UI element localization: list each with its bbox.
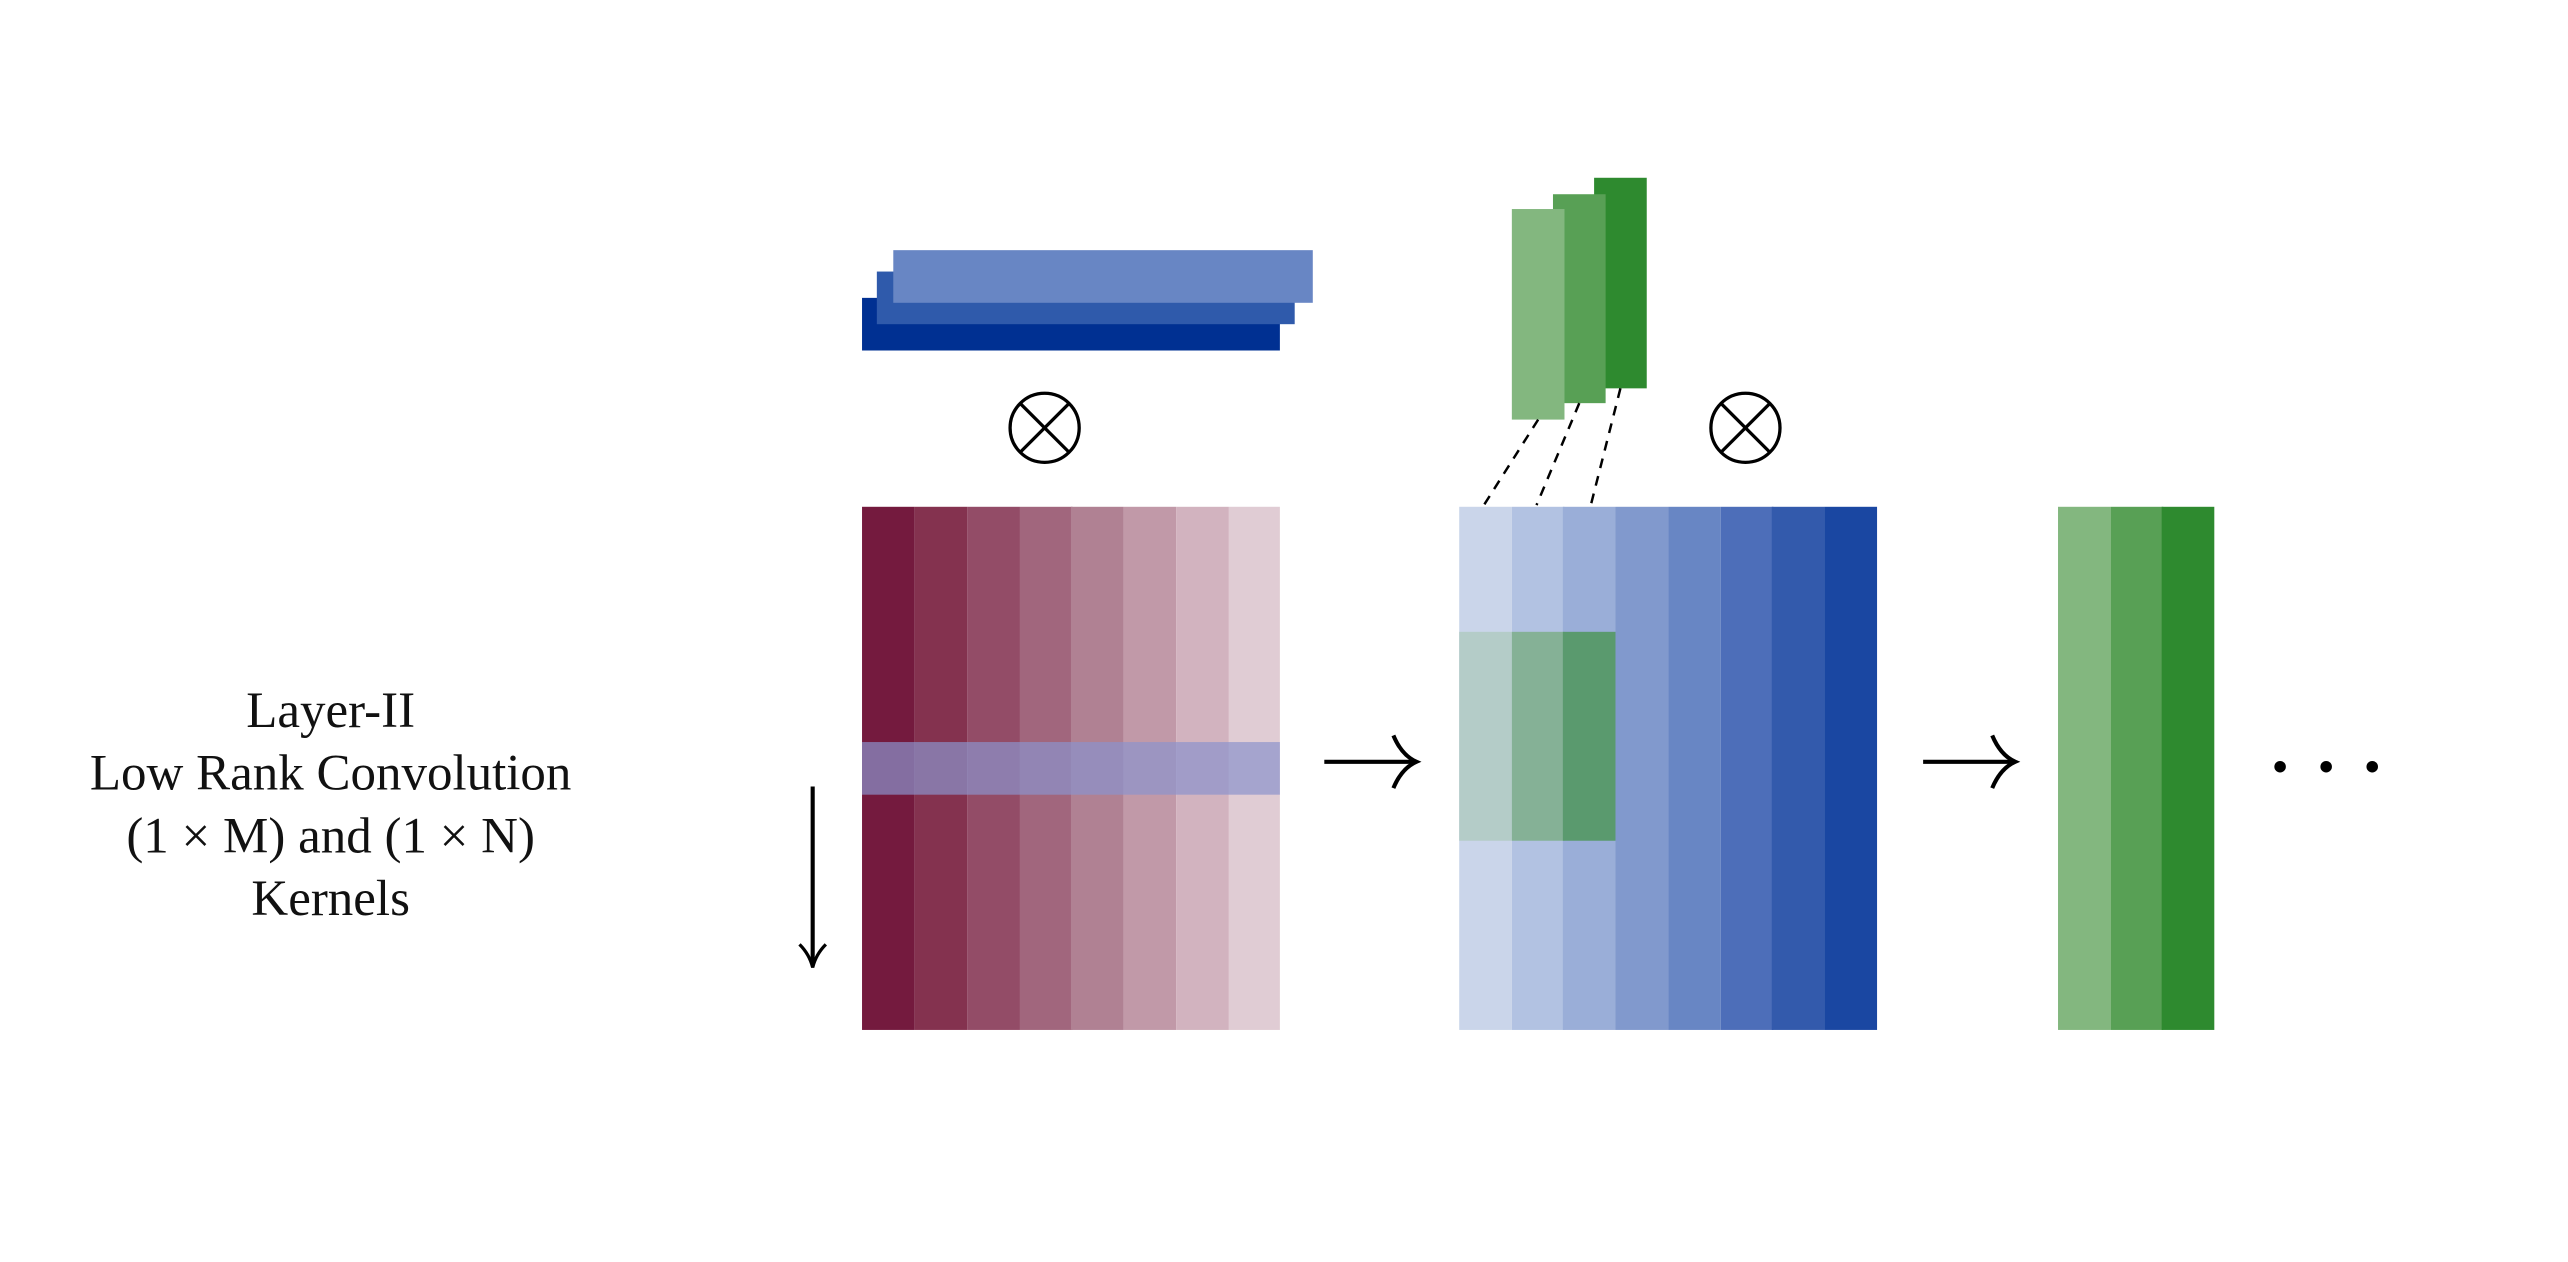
column bbox=[1720, 506, 1774, 1030]
kernel bbox=[893, 250, 1313, 303]
label-line: Low Rank Convolution bbox=[90, 746, 572, 802]
convolution-symbol bbox=[1709, 391, 1782, 465]
label-line: Kernels bbox=[251, 871, 410, 927]
column bbox=[1824, 506, 1878, 1030]
column bbox=[1771, 506, 1825, 1030]
label-line: (1 × M) and (1 × N) bbox=[126, 808, 535, 864]
right-arrow bbox=[1923, 734, 2021, 789]
label-line: Layer-II bbox=[246, 683, 415, 739]
layer-label: Layer-II Low Rank Convolution (1 × M) and … bbox=[90, 683, 572, 927]
column bbox=[1668, 506, 1721, 1030]
row-highlight bbox=[862, 742, 1280, 795]
output-column bbox=[2161, 506, 2215, 1030]
ellipsis bbox=[2274, 760, 2378, 773]
convolution-symbol bbox=[1008, 391, 1081, 465]
output-column bbox=[2058, 506, 2111, 1030]
output-column bbox=[2110, 506, 2164, 1030]
projection-lines bbox=[1482, 388, 1622, 506]
kernel-window bbox=[1511, 631, 1565, 841]
input-matrix bbox=[862, 506, 1280, 1030]
column bbox=[1615, 506, 1669, 1030]
kernel-window bbox=[1459, 631, 1512, 841]
kernel bbox=[1511, 209, 1565, 420]
right-arrow bbox=[1324, 734, 1422, 789]
intermediate-matrix bbox=[1459, 506, 1878, 1030]
arrow-head bbox=[798, 943, 828, 968]
kernel-window bbox=[1562, 631, 1616, 841]
